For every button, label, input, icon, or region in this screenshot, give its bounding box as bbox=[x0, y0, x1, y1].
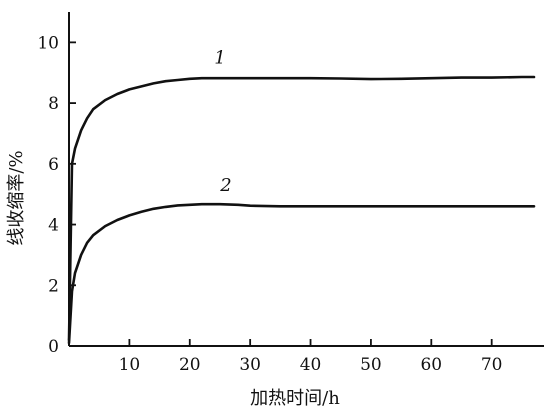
x-tick-label: 60 bbox=[420, 355, 442, 375]
y-tick-label: 6 bbox=[48, 155, 59, 175]
y-tick-label: 4 bbox=[48, 216, 59, 236]
series-line-1 bbox=[67, 75, 536, 342]
y-tick-label: 8 bbox=[48, 94, 59, 114]
axes bbox=[68, 12, 544, 347]
x-tick-label: 30 bbox=[239, 355, 261, 375]
x-tick-label: 50 bbox=[360, 355, 382, 375]
x-tick-label: 10 bbox=[119, 355, 141, 375]
y-tick-label: 10 bbox=[37, 33, 59, 53]
curve-labels: 12 bbox=[214, 48, 231, 197]
y-axis-title: 线收缩率/% bbox=[6, 150, 27, 245]
y-tick-label: 2 bbox=[48, 276, 59, 296]
curve-label-2: 2 bbox=[219, 175, 231, 196]
tick-labels: 0 2 4 6 8 10 10 20 30 40 50 60 70 bbox=[37, 33, 502, 375]
y-tick-label: 0 bbox=[48, 337, 59, 357]
curve-label-1: 1 bbox=[214, 48, 225, 69]
x-tick-label: 70 bbox=[481, 355, 503, 375]
x-tick-label: 40 bbox=[300, 355, 322, 375]
x-tick-label: 20 bbox=[179, 355, 201, 375]
x-axis-title: 加热时间/h bbox=[250, 388, 340, 409]
series-line-2 bbox=[67, 202, 536, 345]
series-lines bbox=[67, 75, 536, 345]
